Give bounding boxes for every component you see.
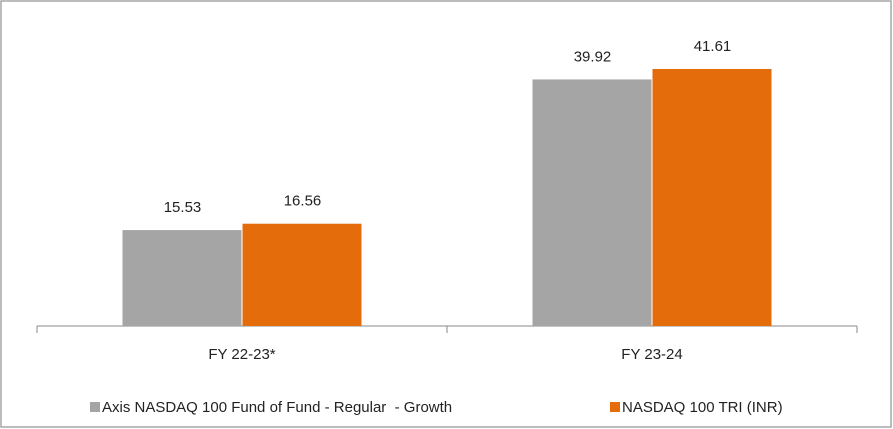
legend-label: Axis NASDAQ 100 Fund of Fund - Regular -… [102, 399, 452, 416]
x-tick-label: FY 23-24 [621, 346, 682, 363]
data-label: 16.56 [284, 193, 322, 210]
bar [652, 69, 772, 326]
legend-swatch [90, 402, 100, 412]
bar [122, 230, 242, 326]
x-tick-label: FY 22-23* [208, 346, 275, 363]
data-label: 15.53 [164, 199, 202, 216]
bar [532, 79, 652, 327]
legend-label: NASDAQ 100 TRI (INR) [622, 399, 783, 416]
legend-swatch [610, 402, 620, 412]
bar [242, 223, 362, 326]
data-label: 41.61 [694, 38, 732, 55]
data-label: 39.92 [574, 48, 612, 65]
